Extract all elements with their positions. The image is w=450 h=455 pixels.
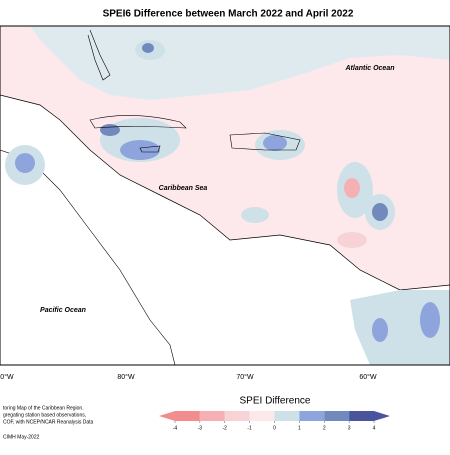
longitude-label: 80°W xyxy=(117,373,135,381)
cuba xyxy=(89,115,187,129)
anomaly-blob xyxy=(344,178,360,198)
anomaly-blob xyxy=(100,124,120,136)
note-line: toring Map of the Caribbean Region. xyxy=(3,405,84,411)
colorbar-segment xyxy=(199,411,225,421)
note-line: COF, with NCEP/NCAR Reanalysis Data xyxy=(3,419,94,425)
longitude-labels: 90°W 80°W 70°W 60°W xyxy=(0,373,377,381)
anomaly-blob xyxy=(420,302,440,338)
note-line: gregating station based observations, xyxy=(3,412,86,418)
colorbar: -4 -3 -2 -1 0 1 2 3 4 xyxy=(159,411,390,431)
colorbar-tick-label: 2 xyxy=(323,425,326,431)
anomaly-blob xyxy=(241,207,269,223)
colorbar-tick-label: -1 xyxy=(247,425,252,431)
map-frame xyxy=(0,25,450,366)
colorbar-segment xyxy=(224,411,250,421)
florida xyxy=(87,29,111,81)
colorbar-tick-label: 3 xyxy=(348,425,351,431)
mainland xyxy=(0,94,450,366)
colorbar-tick-label: 0 xyxy=(273,425,276,431)
anomaly-blob xyxy=(372,203,388,221)
anomaly-blob xyxy=(372,318,388,342)
anomaly-blob xyxy=(142,43,154,53)
longitude-label: 70°W xyxy=(236,373,254,381)
colorbar-segment xyxy=(324,411,350,421)
colorbar-tick-label: 1 xyxy=(298,425,301,431)
colorbar-segment xyxy=(175,411,200,421)
colorbar-segment xyxy=(249,411,275,421)
colorbar-tick-label: 4 xyxy=(373,425,376,431)
longitude-label: 60°W xyxy=(359,373,377,381)
colorbar-segment xyxy=(349,411,374,421)
sea-label: Caribbean Sea xyxy=(159,185,208,192)
map-title: SPEI6 Difference between March 2022 and … xyxy=(103,9,354,20)
longitude-label: 90°W xyxy=(0,373,14,381)
ocean-label: Pacific Ocean xyxy=(40,307,86,314)
hispaniola xyxy=(229,132,301,151)
colorbar-tick-label: -2 xyxy=(223,425,228,431)
anomaly-blob xyxy=(337,232,367,248)
notes: toring Map of the Caribbean Region.grega… xyxy=(3,405,94,425)
colorbar-extension xyxy=(374,411,390,421)
colorbar-tick-label: -3 xyxy=(198,425,203,431)
anomaly-blob xyxy=(120,140,160,160)
anomaly-blob xyxy=(263,135,287,151)
colorbar-segment xyxy=(274,411,300,421)
atlantic-anomaly xyxy=(30,26,450,100)
colorbar-title: SPEI Difference xyxy=(240,396,311,407)
colorbar-extension xyxy=(159,411,175,421)
colorbar-segment xyxy=(299,411,325,421)
credit: CIMH May-2022 xyxy=(3,434,40,440)
colorbar-tick-label: -4 xyxy=(173,425,178,431)
jamaica xyxy=(139,145,161,153)
ocean-label: Atlantic Ocean xyxy=(344,65,394,72)
map-area: Atlantic Ocean Caribbean Sea Pacific Oce… xyxy=(0,25,450,366)
anomaly-blob xyxy=(15,153,35,173)
